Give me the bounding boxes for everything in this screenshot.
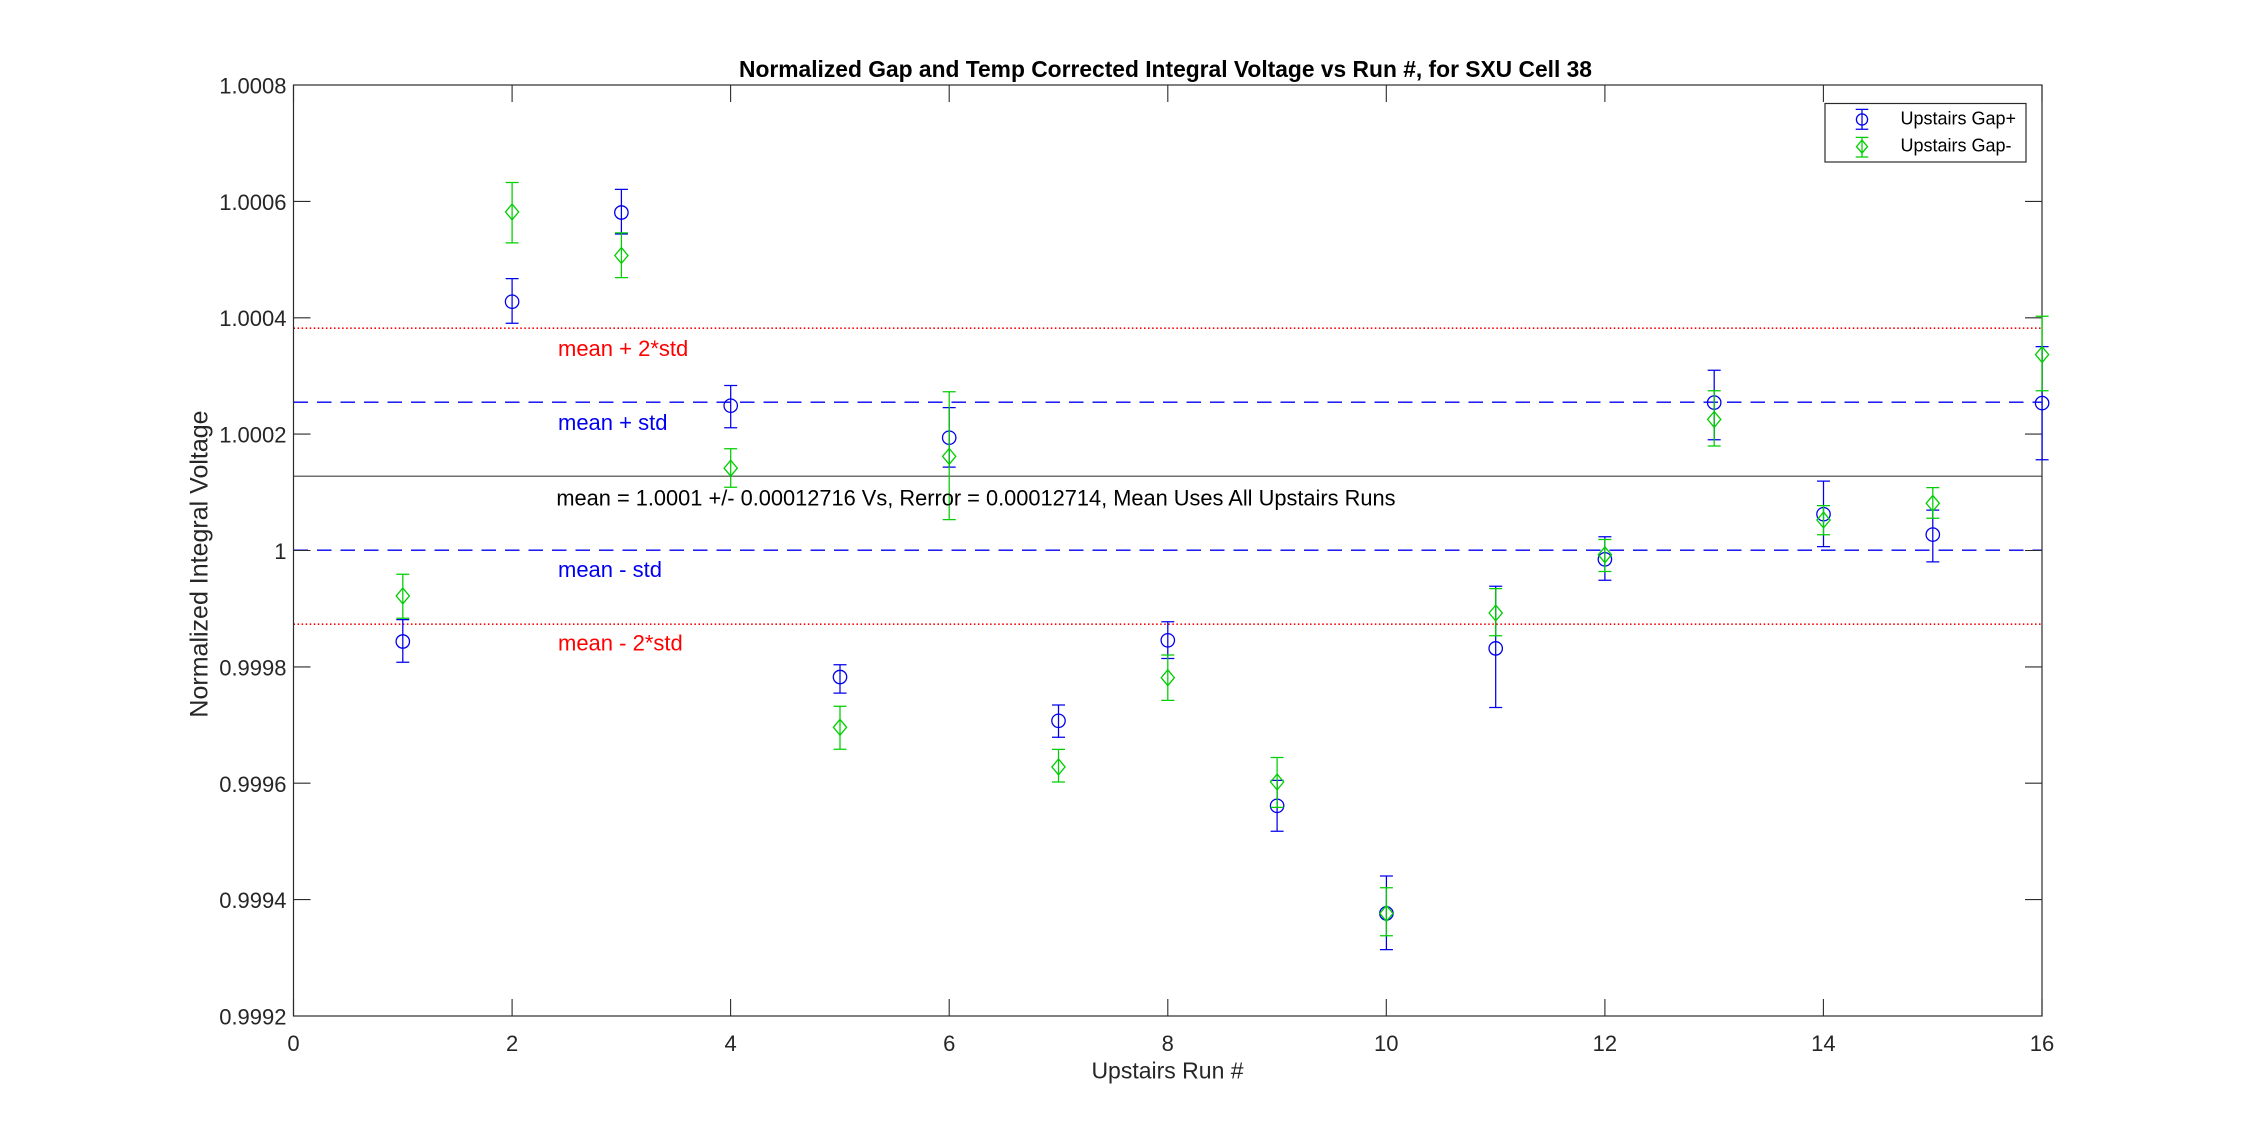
- svg-text:2: 2: [506, 1031, 518, 1056]
- svg-text:8: 8: [1162, 1031, 1174, 1056]
- svg-text:Upstairs Gap-: Upstairs Gap-: [1901, 136, 2012, 156]
- svg-text:0: 0: [287, 1031, 299, 1056]
- svg-text:4: 4: [724, 1031, 736, 1056]
- svg-text:Upstairs Gap+: Upstairs Gap+: [1901, 109, 2017, 129]
- svg-text:6: 6: [943, 1031, 955, 1056]
- svg-text:mean - 2*std: mean - 2*std: [558, 631, 683, 656]
- svg-text:14: 14: [1811, 1031, 1835, 1056]
- svg-text:mean = 1.0001 +/- 0.00012716 V: mean = 1.0001 +/- 0.00012716 Vs, Rerror …: [556, 486, 1395, 511]
- svg-text:10: 10: [1374, 1031, 1398, 1056]
- svg-text:0.9996: 0.9996: [219, 772, 286, 797]
- svg-text:mean + 2*std: mean + 2*std: [558, 336, 688, 361]
- svg-text:Normalized Integral Voltage: Normalized Integral Voltage: [186, 410, 214, 717]
- svg-text:1.0002: 1.0002: [219, 423, 286, 448]
- svg-text:0.9994: 0.9994: [219, 888, 286, 913]
- svg-text:0.9992: 0.9992: [219, 1005, 286, 1030]
- svg-text:0.9998: 0.9998: [219, 655, 286, 680]
- svg-text:Upstairs Run #: Upstairs Run #: [1091, 1058, 1243, 1084]
- svg-text:16: 16: [2030, 1031, 2054, 1056]
- svg-text:1: 1: [274, 539, 286, 564]
- svg-text:Normalized Gap and Temp Correc: Normalized Gap and Temp Corrected Integr…: [739, 56, 1592, 82]
- svg-text:1.0006: 1.0006: [219, 190, 286, 215]
- svg-text:mean - std: mean - std: [558, 557, 662, 582]
- svg-text:1.0004: 1.0004: [219, 306, 286, 331]
- svg-text:12: 12: [1593, 1031, 1617, 1056]
- svg-text:1.0008: 1.0008: [219, 74, 286, 99]
- svg-text:mean + std: mean + std: [558, 410, 667, 435]
